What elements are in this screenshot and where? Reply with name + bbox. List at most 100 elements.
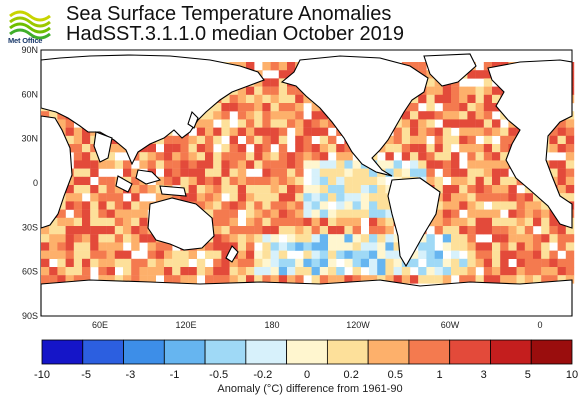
anomaly-cell [442, 267, 452, 276]
anomaly-cell [492, 94, 501, 104]
anomaly-cell [73, 242, 83, 251]
anomaly-cell [139, 160, 148, 169]
anomaly-cell [459, 111, 468, 120]
colorbar-swatch [245, 339, 288, 365]
anomaly-cell [295, 258, 304, 268]
anomaly-cell [467, 234, 476, 243]
anomaly-cell [352, 234, 361, 243]
anomaly-cell [369, 250, 378, 259]
anomaly-cell [221, 152, 230, 161]
anomaly-cell [483, 152, 493, 161]
anomaly-cell [106, 201, 115, 210]
anomaly-cell [106, 258, 115, 268]
anomaly-cell [475, 86, 484, 95]
anomaly-cell [90, 226, 99, 235]
anomaly-cell [393, 168, 402, 177]
anomaly-cell [155, 267, 165, 276]
colorbar-tick-label: -1 [170, 369, 180, 381]
anomaly-cell [188, 135, 197, 145]
anomaly-cell [295, 160, 304, 169]
anomaly-cell [229, 267, 238, 276]
anomaly-cell [459, 144, 468, 153]
anomaly-cell [295, 144, 304, 153]
anomaly-cell [459, 86, 468, 95]
anomaly-cell [401, 275, 411, 284]
anomaly-cell [262, 217, 271, 227]
anomaly-cell [475, 144, 484, 153]
anomaly-cell [377, 209, 386, 218]
anomaly-cell [229, 242, 238, 251]
anomaly-cell [459, 168, 468, 177]
anomaly-cell [287, 217, 296, 227]
anomaly-cell [196, 144, 206, 153]
anomaly-cell [311, 127, 320, 136]
anomaly-cell [295, 135, 304, 145]
anomaly-cell [147, 152, 156, 161]
anomaly-cell [287, 176, 296, 186]
north-america-land [280, 55, 429, 177]
anomaly-cell [106, 144, 115, 153]
anomaly-cell [278, 193, 288, 202]
anomaly-cell [196, 193, 206, 202]
anomaly-cell [442, 144, 452, 153]
anomaly-cell [237, 119, 247, 128]
anomaly-cell [221, 111, 230, 120]
anomaly-cell [254, 160, 263, 169]
anomaly-cell [426, 176, 435, 186]
anomaly-cell [205, 135, 214, 145]
anomaly-cell [147, 258, 156, 268]
anomaly-cell [377, 217, 386, 227]
anomaly-cell [262, 86, 271, 95]
anomaly-cell [426, 152, 435, 161]
anomaly-cell [467, 127, 476, 136]
anomaly-cell [155, 242, 165, 251]
anomaly-cell [377, 267, 386, 276]
anomaly-cell [229, 193, 238, 202]
colorbar-tick-label: 3 [481, 369, 487, 381]
anomaly-cell [270, 217, 279, 227]
anomaly-cell [426, 267, 435, 276]
anomaly-cell [41, 267, 50, 276]
anomaly-cell [246, 226, 255, 235]
anomaly-cell [98, 258, 107, 268]
anomaly-cell [442, 152, 452, 161]
anomaly-cell [393, 242, 402, 251]
anomaly-cell [426, 111, 435, 120]
colorbar-tick-label: -5 [81, 369, 91, 381]
anomaly-cell [369, 234, 378, 243]
anomaly-cell [262, 135, 271, 145]
anomaly-cell [328, 160, 337, 169]
anomaly-cell [114, 160, 124, 169]
anomaly-cell [451, 176, 460, 186]
anomaly-cell [451, 135, 460, 145]
anomaly-cell [533, 250, 542, 259]
anomaly-cell [90, 168, 99, 177]
anomaly-cell [442, 275, 452, 284]
anomaly-cell [426, 168, 435, 177]
anomaly-cell [344, 193, 353, 202]
anomaly-cell [213, 103, 222, 112]
anomaly-cell [442, 160, 452, 169]
anomaly-cell [65, 258, 74, 268]
colorbar-tick-label: -3 [125, 369, 135, 381]
anomaly-cell [426, 144, 435, 153]
colorbar-swatch [163, 339, 206, 365]
anomaly-cell [287, 62, 296, 71]
anomaly-cell [483, 209, 493, 218]
anomaly-cell [492, 86, 501, 95]
anomaly-cell [467, 250, 476, 259]
anomaly-cell [410, 258, 419, 268]
anomaly-cell [311, 160, 320, 169]
anomaly-cell [377, 234, 386, 243]
anomaly-cell [229, 176, 238, 186]
anomaly-cell [262, 267, 271, 276]
anomaly-cell [278, 94, 288, 104]
anomaly-cell [549, 168, 558, 177]
anomaly-cell [467, 258, 476, 268]
anomaly-cell [475, 94, 484, 104]
anomaly-cell [172, 193, 181, 202]
anomaly-cell [565, 144, 575, 153]
anomaly-cell [180, 267, 189, 276]
anomaly-cell [172, 275, 181, 284]
anomaly-cell [278, 168, 288, 177]
